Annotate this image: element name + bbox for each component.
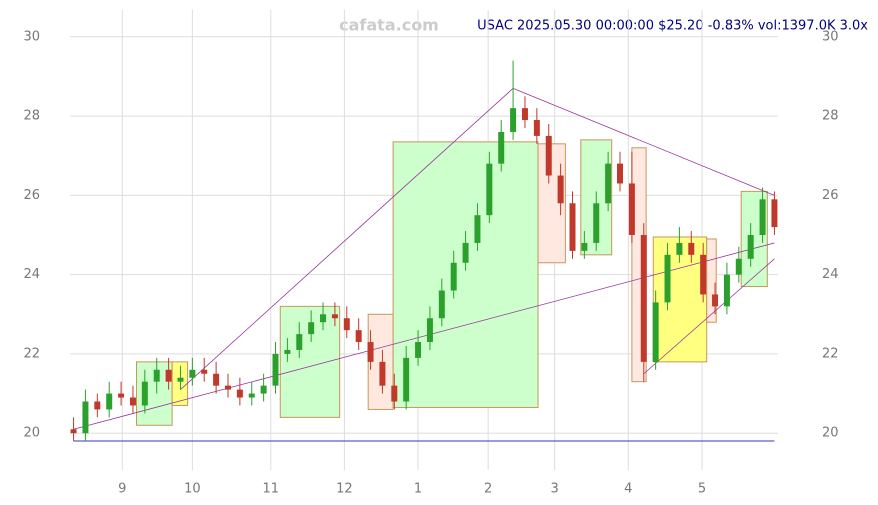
candle-body <box>557 175 564 204</box>
zone-box <box>171 361 189 406</box>
x-tick-label: 9 <box>118 482 126 497</box>
candle-body <box>391 385 398 402</box>
candle-body <box>308 322 315 335</box>
candle-body <box>676 242 683 255</box>
x-tick-label: 10 <box>184 482 201 497</box>
zone-box <box>706 238 717 323</box>
candle-body <box>224 385 231 390</box>
candle-body <box>723 274 730 307</box>
candle-body <box>533 120 540 136</box>
candle-body <box>379 361 386 386</box>
candle-body <box>474 215 481 243</box>
candle-body <box>593 203 600 243</box>
candle-body <box>177 377 184 382</box>
x-tick-label: 5 <box>698 482 706 497</box>
candle-body <box>236 389 243 398</box>
candle-body <box>747 235 754 259</box>
y-tick-label: 30 <box>23 29 40 44</box>
candle-body <box>94 401 101 410</box>
x-tick-label: 1 <box>414 482 422 497</box>
x-tick-label: 11 <box>262 482 279 497</box>
candle-body <box>165 369 172 382</box>
candle-body <box>106 393 113 410</box>
candle-body <box>118 393 125 398</box>
candle-body <box>82 401 89 434</box>
candle-body <box>189 369 196 378</box>
candle-body <box>712 294 719 307</box>
y-tick-label-right: 30 <box>822 29 839 44</box>
y-tick-label-right: 22 <box>822 346 839 361</box>
candle-body <box>296 334 303 350</box>
trend-line <box>643 258 775 375</box>
candle-body <box>652 302 659 362</box>
y-tick-label-right: 20 <box>822 426 839 441</box>
candle-body <box>284 349 291 354</box>
candle-body <box>438 290 445 319</box>
candle-body <box>153 369 160 382</box>
x-tick-label: 12 <box>336 482 353 497</box>
candle-body <box>664 254 671 303</box>
candle-body <box>213 373 220 386</box>
candle-body <box>617 163 624 184</box>
candle-body <box>735 258 742 275</box>
y-tick-label: 28 <box>23 109 40 124</box>
y-tick-label: 20 <box>23 426 40 441</box>
candle-body <box>569 203 576 251</box>
watermark: cafata.com <box>339 16 439 35</box>
y-tick-label: 26 <box>23 188 40 203</box>
candle-body <box>355 330 362 343</box>
candle-body <box>581 242 588 251</box>
y-tick-label-right: 28 <box>822 109 839 124</box>
candle-body <box>70 429 77 434</box>
candle-body <box>141 381 148 406</box>
candle-body <box>688 242 695 255</box>
candle-body <box>510 108 517 132</box>
candle-body <box>771 199 778 228</box>
zone-box <box>652 236 708 363</box>
x-tick-label: 2 <box>484 482 492 497</box>
trend-line <box>73 242 775 430</box>
trend-line <box>180 88 514 390</box>
x-tick-label: 3 <box>551 482 559 497</box>
candle-body <box>545 135 552 176</box>
candle-body <box>450 262 457 291</box>
candle-body <box>331 314 338 319</box>
y-tick-label-right: 26 <box>822 188 839 203</box>
candle-body <box>498 131 505 164</box>
candle-body <box>486 163 493 216</box>
candle-body <box>272 353 279 386</box>
candle-body <box>343 318 350 331</box>
candle-body <box>462 242 469 263</box>
candle-body <box>248 393 255 398</box>
chart-title: USAC 2025.05.30 00:00:00 $25.20 -0.83% v… <box>477 19 868 34</box>
candle-body <box>260 385 267 394</box>
candle-body <box>426 318 433 343</box>
candle-body <box>201 369 208 374</box>
zone-box <box>392 141 539 408</box>
candle-body <box>403 357 410 402</box>
candle-body <box>628 183 635 235</box>
candle-body <box>759 199 766 235</box>
candle-body <box>521 108 528 121</box>
x-tick-label: 4 <box>624 482 632 497</box>
candle-body <box>415 342 422 358</box>
candle-body <box>640 235 647 362</box>
y-tick-label: 24 <box>23 267 40 282</box>
candle-body <box>605 163 612 204</box>
candle-body <box>700 254 707 295</box>
y-tick-label-right: 24 <box>822 267 839 282</box>
candle-body <box>367 342 374 362</box>
trend-line <box>512 87 775 196</box>
candle-body <box>320 314 327 323</box>
y-tick-label: 22 <box>23 346 40 361</box>
candle-body <box>129 397 136 406</box>
